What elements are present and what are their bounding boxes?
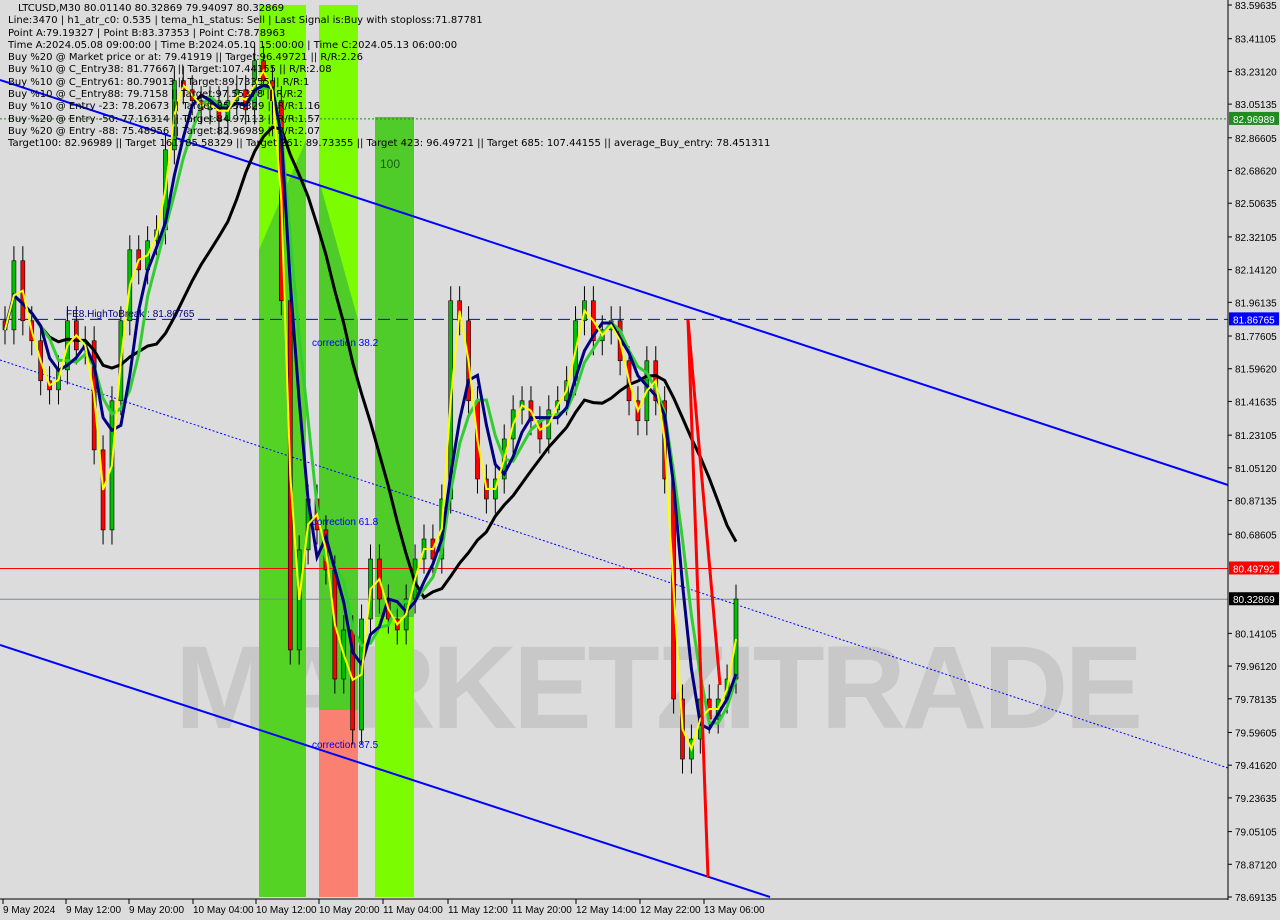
ma-yellow-line <box>4 68 737 752</box>
zone-green-3-shade <box>375 117 414 617</box>
y-tick-label: 83.23120 <box>1235 67 1277 78</box>
y-tick-label: 82.68620 <box>1235 167 1277 178</box>
price-level-tag <box>1229 312 1279 326</box>
trend-channel-upper <box>0 79 1229 486</box>
y-tick-label: 83.41105 <box>1235 35 1276 46</box>
candle <box>733 598 739 680</box>
y-tick-label: 82.50635 <box>1235 199 1277 210</box>
y-tick-label: 78.87120 <box>1235 860 1277 871</box>
y-tick-label: 79.05105 <box>1235 828 1277 839</box>
x-tick-label: 11 May 04:00 <box>383 905 443 916</box>
price-level-tag <box>1229 111 1279 125</box>
x-tick-label: 13 May 06:00 <box>704 905 765 916</box>
y-tick-label: 79.59605 <box>1235 728 1277 739</box>
x-tick-label: 10 May 12:00 <box>256 905 317 916</box>
y-tick-label: 81.23105 <box>1235 431 1277 442</box>
correction-87-label: correction 87.5 <box>312 740 379 751</box>
y-tick-label: 80.68605 <box>1235 530 1277 541</box>
x-tick-label: 10 May 04:00 <box>193 905 254 916</box>
info-line: Buy %10 @ Entry -23: 78.20673 || Target:… <box>8 101 321 113</box>
info-line: Point A:79.19327 | Point B:83.37353 | Po… <box>8 27 286 39</box>
price-level-tag <box>1229 561 1279 575</box>
x-tick-label: 9 May 20:00 <box>129 905 184 916</box>
y-tick-label: 83.59635 <box>1235 1 1277 12</box>
price-level-tag-label: 81.86765 <box>1233 315 1275 326</box>
chart-title: LTCUSD,M30 80.01140 80.32869 79.94097 80… <box>18 3 285 14</box>
info-line: Buy %10 @ C_Entry38: 81.77667 || Target:… <box>8 64 332 76</box>
y-tick-label: 79.23635 <box>1235 794 1277 805</box>
info-line: Buy %10 @ C_Entry61: 80.79013 || Target:… <box>8 76 310 88</box>
y-tick-label: 80.14105 <box>1235 629 1277 640</box>
x-tick-label: 10 May 20:00 <box>319 905 380 916</box>
y-tick-label: 81.59620 <box>1235 365 1277 376</box>
zone-red <box>319 710 358 897</box>
y-tick-label: 78.69135 <box>1235 893 1277 904</box>
y-tick-label: 82.14120 <box>1235 266 1277 277</box>
info-line: Time A:2024.05.08 09:00:00 | Time B:2024… <box>8 39 458 51</box>
info-line: Target100: 82.96989 || Target 161: 85.58… <box>8 138 771 150</box>
price-level-tag-label: 80.32869 <box>1233 595 1275 606</box>
correction-61-label: correction 61.8 <box>312 517 379 528</box>
level-100-label: 100 <box>380 157 400 171</box>
x-tick-label: 11 May 20:00 <box>512 905 572 916</box>
y-tick-label: 82.86605 <box>1235 134 1277 145</box>
x-tick-label: 12 May 22:00 <box>640 905 701 916</box>
info-line: Buy %20 @ Market price or at: 79.41919 |… <box>8 52 364 64</box>
y-tick-label: 83.05135 <box>1235 100 1277 111</box>
correction-38-label: correction 38.2 <box>312 338 379 349</box>
swing-line <box>686 319 710 878</box>
x-tick-label: 11 May 12:00 <box>448 905 508 916</box>
info-line: Buy %20 @ Entry -88: 75.48956 || Target:… <box>8 125 321 137</box>
y-tick-label: 82.32105 <box>1235 233 1277 244</box>
info-line: Line:3470 | h1_atr_c0: 0.535 | tema_h1_s… <box>8 15 483 27</box>
swing-line <box>686 319 722 686</box>
y-tick-label: 79.78135 <box>1235 695 1277 706</box>
price-level-tag-label: 82.96989 <box>1233 115 1275 126</box>
y-tick-label: 81.77605 <box>1235 332 1277 343</box>
y-tick-label: 81.41635 <box>1235 397 1277 408</box>
trend-channel-lower <box>0 644 771 898</box>
info-line: Buy %10 @ C_Entry88: 79.7158 || Target:9… <box>8 89 303 101</box>
info-line: Buy %20 @ Entry -50: 77.16314 || Target:… <box>8 113 321 125</box>
y-tick-label: 79.41620 <box>1235 761 1277 772</box>
y-tick-label: 81.96135 <box>1235 298 1277 309</box>
y-tick-label: 79.96120 <box>1235 662 1277 673</box>
price-level-tag <box>1229 592 1279 606</box>
y-tick-label: 81.05120 <box>1235 464 1277 475</box>
x-tick-label: 12 May 14:00 <box>576 905 637 916</box>
price-level-tag-label: 80.49792 <box>1233 564 1275 575</box>
y-tick-label: 80.87135 <box>1235 497 1277 508</box>
ma-black-line <box>3 125 738 600</box>
x-tick-label: 9 May 12:00 <box>66 905 121 916</box>
ma-navy-line <box>3 83 738 732</box>
high-to-break-label: FE8.HighToBreak : 81.86765 <box>66 309 195 320</box>
x-tick-label: 9 May 2024 <box>3 905 56 916</box>
info-panel: LTCUSD,M30 80.01140 80.32869 79.94097 80… <box>8 3 770 151</box>
